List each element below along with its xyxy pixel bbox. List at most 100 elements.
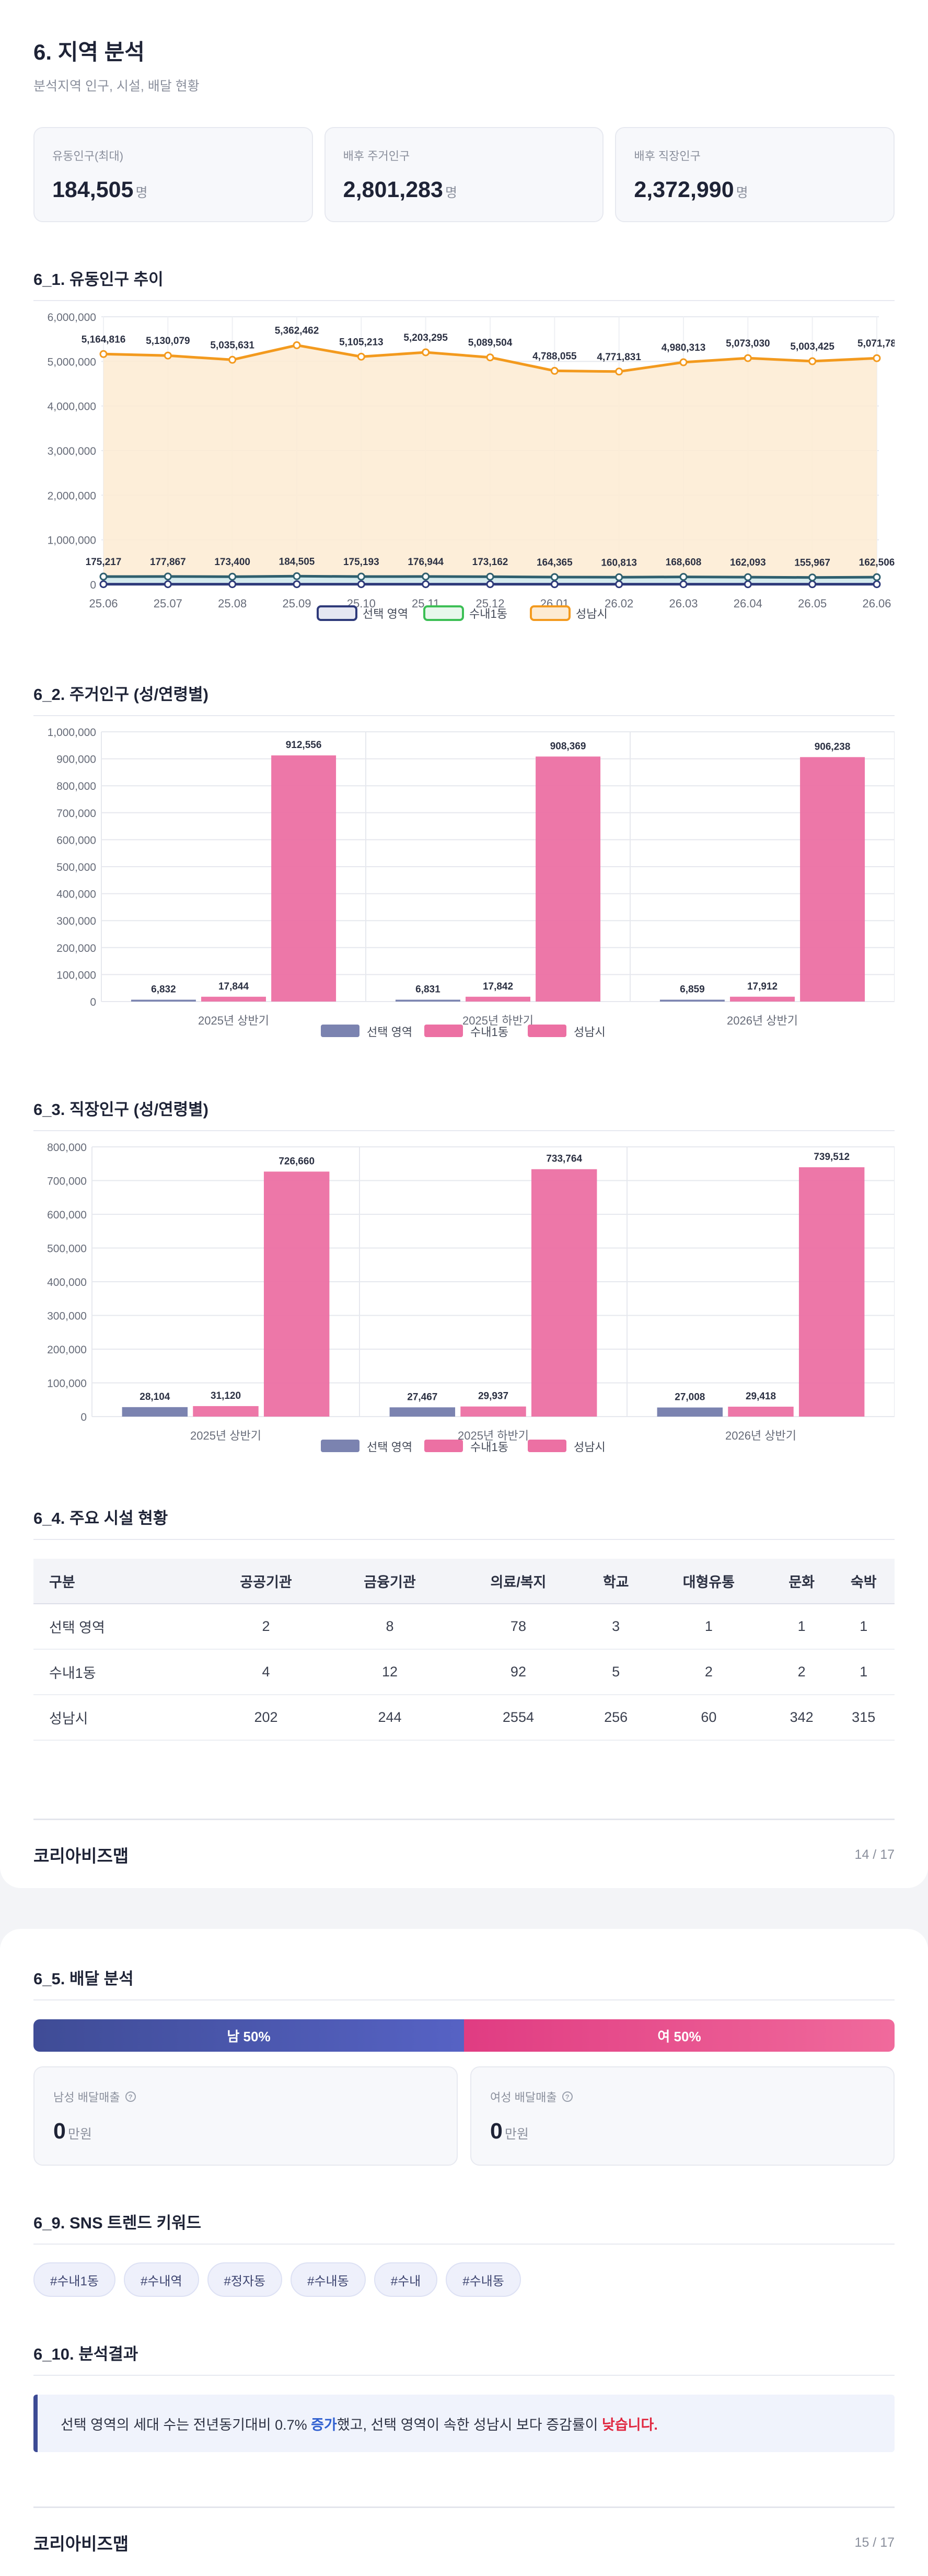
- table-cell: 12: [328, 1649, 451, 1695]
- result-box: 선택 영역의 세대 수는 전년동기대비 0.7% 증가했고, 선택 영역이 속한…: [33, 2395, 895, 2452]
- data-point: [809, 574, 816, 581]
- y-tick-label: 800,000: [56, 780, 96, 792]
- data-label: 31,120: [211, 1390, 241, 1401]
- data-label: 176,944: [408, 557, 444, 568]
- y-tick-label: 0: [80, 1411, 87, 1423]
- x-tick-label: 26.04: [734, 597, 762, 610]
- keyword-tag[interactable]: #수내동: [291, 2262, 366, 2297]
- data-label: 5,089,504: [468, 338, 513, 349]
- keyword-tag[interactable]: #수내: [374, 2262, 438, 2297]
- lower-highlight: 낮습니다.: [602, 2417, 658, 2433]
- bar: [660, 999, 725, 1002]
- table-cell: 3: [585, 1604, 647, 1649]
- table-cell: 1: [832, 1604, 895, 1649]
- data-label: 5,105,213: [339, 337, 384, 348]
- y-tick-label: 1,000,000: [48, 535, 96, 547]
- kpi-value: 184,505: [52, 177, 133, 202]
- table-cell: 2: [204, 1604, 328, 1649]
- data-point: [229, 573, 236, 580]
- legend-swatch: [318, 606, 356, 620]
- data-label: 160,813: [601, 557, 637, 568]
- data-point: [616, 581, 622, 588]
- resident-chart-title: 6_2. 주거인구 (성/연령별): [33, 681, 895, 716]
- data-point: [616, 369, 622, 375]
- legend-swatch: [528, 1025, 566, 1037]
- y-tick-label: 200,000: [47, 1344, 87, 1356]
- data-label: 17,912: [747, 981, 778, 992]
- data-point: [358, 573, 364, 580]
- data-label: 173,400: [214, 557, 250, 568]
- legend-label: 성남시: [574, 1441, 606, 1454]
- facilities-table: 구분 공공기관 금융기관 의료/복지 학교 대형유통 문화 숙박 선택 영역 2…: [33, 1559, 895, 1741]
- legend-label: 선택 영역: [367, 1026, 412, 1039]
- data-point: [680, 359, 687, 365]
- bar: [193, 1406, 258, 1417]
- data-label: 4,771,831: [597, 352, 641, 363]
- data-point: [487, 354, 493, 361]
- data-label: 17,844: [218, 981, 249, 992]
- table-cell: 342: [771, 1695, 833, 1740]
- data-point: [229, 581, 236, 588]
- bar: [264, 1171, 329, 1417]
- info-icon[interactable]: ?: [562, 2091, 573, 2102]
- y-tick-label: 400,000: [56, 889, 96, 901]
- kpi-value: 2,801,283: [343, 177, 443, 202]
- data-label: 5,071,78: [857, 338, 895, 349]
- data-label: 162,506: [859, 557, 895, 568]
- kpi-unit: 명: [135, 186, 147, 200]
- bar: [271, 755, 336, 1002]
- data-label: 5,130,079: [146, 336, 190, 347]
- section-title: 6. 지역 분석: [33, 34, 895, 66]
- data-point: [294, 581, 300, 588]
- bar: [730, 997, 795, 1002]
- sale-unit: 만원: [505, 2127, 529, 2142]
- info-icon[interactable]: ?: [125, 2091, 136, 2102]
- bar: [657, 1408, 723, 1417]
- female-share-bar: 여 50%: [464, 2019, 895, 2052]
- legend-swatch: [321, 1440, 359, 1452]
- data-label: 29,418: [746, 1391, 776, 1402]
- data-point: [551, 367, 558, 374]
- keyword-tag[interactable]: #수내1동: [33, 2262, 115, 2297]
- table-header: 구분: [33, 1559, 204, 1604]
- x-tick-label: 2026년 상반기: [725, 1429, 796, 1442]
- y-tick-label: 300,000: [56, 915, 96, 927]
- worker-chart-title: 6_3. 직장인구 (성/연령별): [33, 1096, 895, 1131]
- kpi-unit: 명: [736, 186, 748, 200]
- y-tick-label: 400,000: [47, 1276, 87, 1289]
- bar: [201, 997, 266, 1002]
- bar: [728, 1407, 793, 1417]
- data-label: 4,788,055: [532, 351, 577, 362]
- flow-chart-title: 6_1. 유동인구 추이: [33, 266, 895, 301]
- page-footer: 코리아비즈맵 15 / 17: [33, 2506, 895, 2555]
- data-point: [680, 581, 687, 588]
- table-cell: 8: [328, 1604, 451, 1649]
- data-point: [487, 581, 493, 588]
- table-header: 공공기관: [204, 1559, 328, 1604]
- y-tick-label: 0: [90, 579, 96, 591]
- legend-label: 수내1동: [470, 1441, 508, 1454]
- data-point: [294, 342, 300, 348]
- facilities-title: 6_4. 주요 시설 현황: [33, 1505, 895, 1540]
- bar: [799, 1167, 864, 1417]
- kpi-label: 배후 주거인구: [343, 147, 585, 164]
- data-point: [616, 574, 622, 580]
- keyword-tag[interactable]: #정자동: [207, 2262, 283, 2297]
- data-label: 164,365: [537, 557, 573, 568]
- x-tick-label: 25.09: [282, 597, 311, 610]
- x-tick-label: 26.03: [669, 597, 698, 610]
- area-fill-seongnam: [103, 345, 877, 584]
- data-point: [680, 574, 687, 580]
- data-point: [100, 581, 107, 588]
- legend-label: 성남시: [576, 607, 608, 620]
- legend-label: 성남시: [574, 1026, 606, 1039]
- bar: [396, 999, 460, 1002]
- keyword-tag[interactable]: #수내동: [446, 2262, 521, 2297]
- keyword-tag[interactable]: #수내역: [124, 2262, 199, 2297]
- result-title: 6_10. 분석결과: [33, 2341, 895, 2376]
